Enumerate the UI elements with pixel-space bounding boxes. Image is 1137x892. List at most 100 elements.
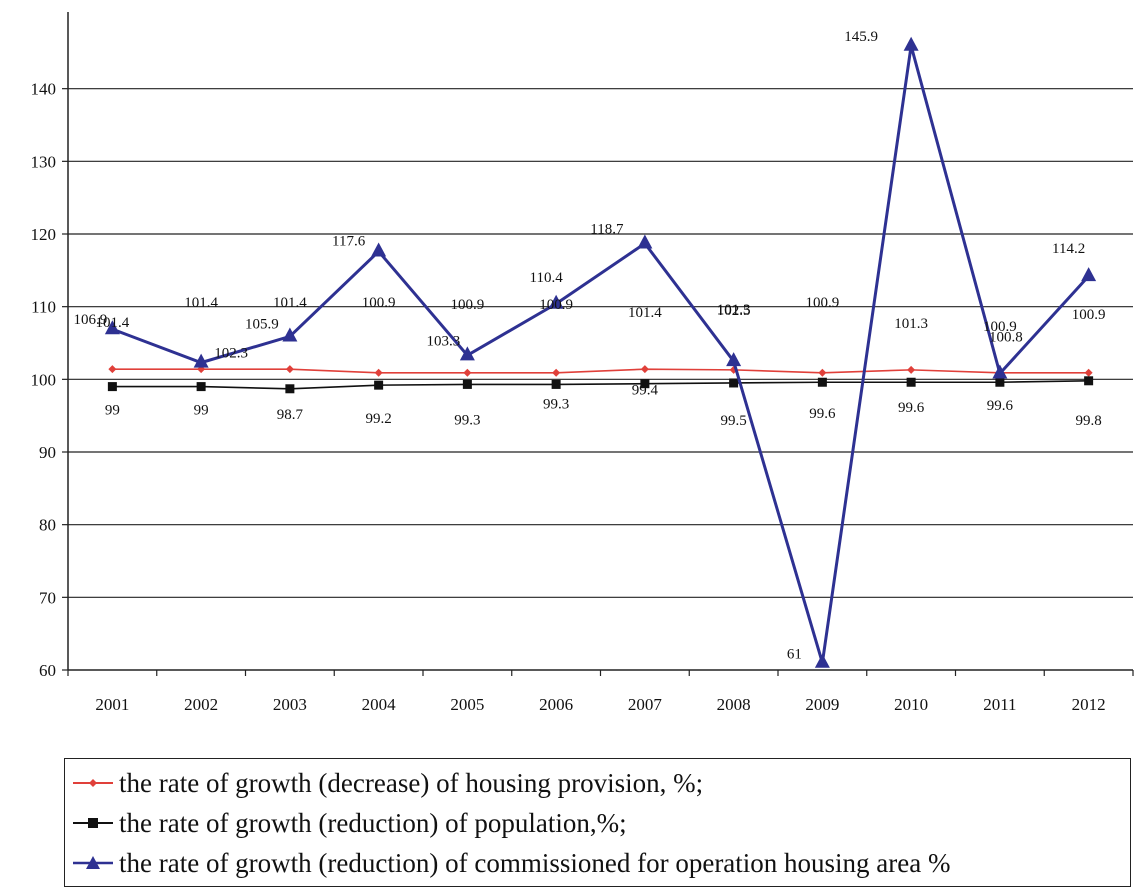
x-tick-label: 2009 bbox=[805, 695, 839, 714]
data-point bbox=[907, 365, 916, 374]
x-tick-label: 2012 bbox=[1072, 695, 1106, 714]
data-point bbox=[371, 242, 387, 257]
data-point bbox=[817, 377, 827, 387]
data-point bbox=[814, 653, 830, 668]
data-point bbox=[1084, 368, 1093, 377]
data-label: 145.9 bbox=[844, 29, 878, 45]
data-point bbox=[107, 382, 117, 392]
legend-label: the rate of growth (reduction) of popula… bbox=[119, 807, 627, 838]
data-label: 105.9 bbox=[245, 316, 279, 332]
data-label: 101.4 bbox=[273, 295, 307, 311]
data-label: 101.3 bbox=[717, 302, 751, 318]
x-tick-label: 2003 bbox=[273, 695, 307, 714]
legend-item-population: the rate of growth (reduction) of popula… bbox=[73, 805, 627, 841]
data-label: 106.9 bbox=[74, 312, 108, 328]
data-point bbox=[196, 382, 206, 392]
series-line-1 bbox=[112, 368, 1089, 374]
y-tick-label: 90 bbox=[39, 443, 56, 462]
x-tick-label: 2005 bbox=[450, 695, 484, 714]
data-label: 99.6 bbox=[987, 398, 1014, 414]
data-label: 100.9 bbox=[983, 319, 1017, 335]
data-label: 99 bbox=[194, 403, 209, 419]
line-chart: 60 70 80 90 100 110 120 130 140 2001 2002 2003 2004 2… bbox=[31, 12, 1134, 714]
data-label: 100.9 bbox=[451, 297, 485, 313]
x-tick-label: 2004 bbox=[362, 695, 397, 714]
x-tick-label: 2011 bbox=[983, 695, 1016, 714]
data-point bbox=[104, 320, 120, 335]
data-label: 99.2 bbox=[366, 411, 392, 427]
data-label: 99.3 bbox=[543, 396, 569, 412]
triangle-marker-icon bbox=[73, 856, 113, 869]
legend-item-housing-provision: the rate of growth (decrease) of housing… bbox=[73, 765, 703, 801]
data-point bbox=[374, 368, 383, 377]
data-point bbox=[992, 364, 1008, 379]
data-label: 101.4 bbox=[184, 295, 218, 311]
data-label: 99.4 bbox=[632, 383, 659, 399]
data-label: 101.4 bbox=[628, 305, 662, 321]
data-label: 99.3 bbox=[454, 412, 480, 428]
data-label: 102.5 bbox=[717, 303, 751, 319]
x-tick-label: 2006 bbox=[539, 695, 573, 714]
data-point bbox=[548, 294, 564, 309]
data-point bbox=[729, 378, 739, 388]
data-point bbox=[552, 368, 561, 377]
data-point bbox=[903, 36, 919, 51]
y-tick-label: 140 bbox=[31, 80, 57, 99]
data-point bbox=[995, 377, 1005, 387]
data-point bbox=[462, 379, 472, 389]
y-tick-label: 80 bbox=[39, 516, 56, 535]
y-tick-label: 130 bbox=[31, 152, 57, 171]
square-marker-icon bbox=[73, 818, 113, 828]
data-point bbox=[374, 380, 384, 390]
legend-label: the rate of growth (reduction) of commis… bbox=[119, 847, 951, 878]
data-point bbox=[906, 377, 916, 387]
data-point bbox=[1081, 267, 1097, 282]
data-point bbox=[726, 352, 742, 367]
data-label: 101.3 bbox=[894, 316, 928, 332]
data-label: 99.5 bbox=[721, 413, 747, 429]
series-line-3 bbox=[111, 45, 1090, 664]
y-tick-label: 60 bbox=[39, 661, 56, 680]
x-tick-label: 2007 bbox=[628, 695, 663, 714]
grid-lines bbox=[68, 88, 1133, 598]
data-label: 118.7 bbox=[590, 221, 624, 237]
data-labels: 101.4 101.4 101.4 100.9 100.9 100.9 101.4 101.3… bbox=[74, 29, 1106, 663]
data-label: 99 bbox=[105, 403, 120, 419]
data-point bbox=[1084, 376, 1094, 386]
data-label: 117.6 bbox=[332, 233, 366, 249]
series-lines bbox=[104, 36, 1097, 668]
data-label: 114.2 bbox=[1052, 241, 1085, 257]
data-label: 99.8 bbox=[1076, 413, 1102, 429]
data-point bbox=[551, 379, 561, 389]
data-label: 103.3 bbox=[427, 333, 461, 349]
data-label: 100.9 bbox=[1072, 307, 1106, 323]
y-tick-label: 120 bbox=[31, 225, 57, 244]
data-point bbox=[285, 365, 294, 374]
legend-label: the rate of growth (decrease) of housing… bbox=[119, 767, 704, 798]
data-point bbox=[463, 368, 472, 377]
data-point bbox=[282, 327, 298, 342]
data-label: 99.6 bbox=[809, 406, 836, 422]
data-label: 100.9 bbox=[806, 295, 840, 311]
data-point bbox=[818, 368, 827, 377]
data-point bbox=[285, 384, 295, 394]
data-point bbox=[459, 346, 475, 361]
series-line-2 bbox=[112, 379, 1089, 390]
data-point bbox=[637, 234, 653, 249]
legend: the rate of growth (decrease) of housing… bbox=[64, 758, 1131, 887]
data-label: 102.3 bbox=[214, 346, 248, 362]
data-label: 99.6 bbox=[898, 400, 925, 416]
x-tick-label: 2001 bbox=[95, 695, 129, 714]
y-tick-label: 110 bbox=[31, 298, 56, 317]
y-tick-label: 100 bbox=[31, 370, 57, 389]
data-point bbox=[108, 365, 117, 374]
data-point bbox=[640, 365, 649, 374]
data-label: 98.7 bbox=[277, 407, 304, 423]
data-point bbox=[640, 379, 650, 389]
data-point bbox=[193, 353, 209, 368]
data-label: 110.4 bbox=[530, 270, 564, 286]
y-tick-label: 70 bbox=[39, 588, 56, 607]
x-tick-label: 2010 bbox=[894, 695, 928, 714]
diamond-marker-icon bbox=[73, 779, 113, 787]
data-label: 100.9 bbox=[539, 297, 573, 313]
